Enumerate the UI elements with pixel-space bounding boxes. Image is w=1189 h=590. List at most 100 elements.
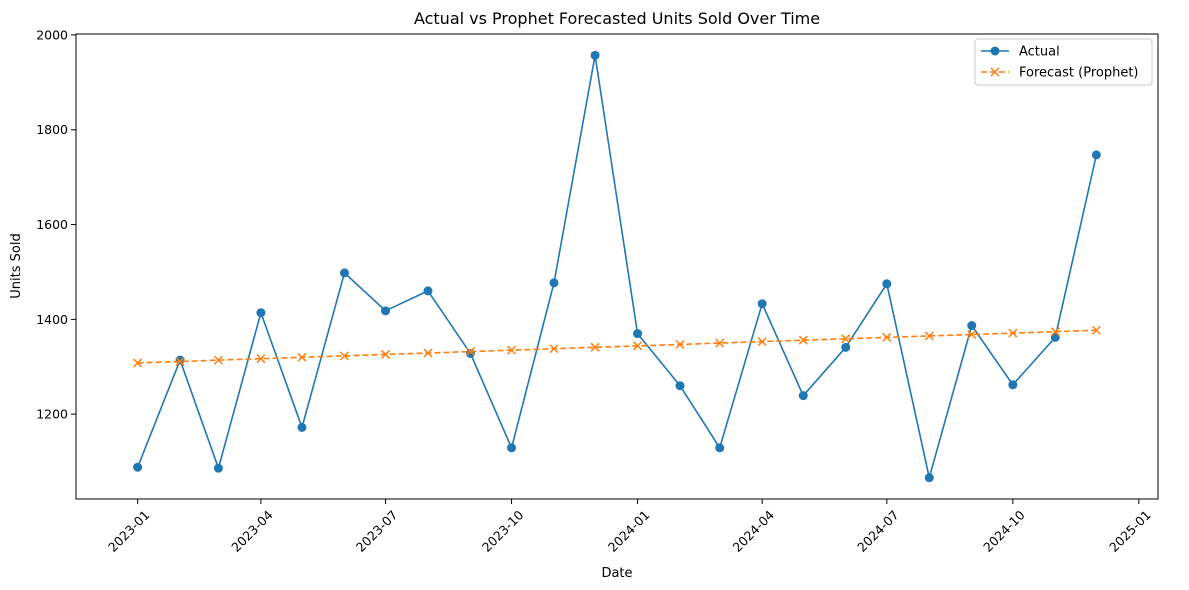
data-point xyxy=(381,349,391,359)
x-tick-label: 2024-01 xyxy=(605,507,653,555)
data-point xyxy=(675,381,685,391)
data-point xyxy=(297,422,307,432)
data-point xyxy=(675,339,685,350)
data-point-stroke xyxy=(924,331,934,341)
series-layer xyxy=(133,50,1101,483)
data-point xyxy=(213,463,223,473)
data-point xyxy=(633,341,643,351)
y-tick-label: 1200 xyxy=(36,407,68,422)
x-tick-label: 2023-04 xyxy=(228,507,276,555)
y-axis: 1200 1400 1600 1800 2000 xyxy=(36,27,76,422)
data-point xyxy=(339,268,349,278)
x-tick-label: 2023-07 xyxy=(353,507,401,555)
data-point-stroke xyxy=(1091,325,1101,335)
y-axis-label: Units Sold xyxy=(9,233,24,298)
data-point xyxy=(798,391,808,401)
legend-label: Actual xyxy=(1019,45,1060,60)
data-point xyxy=(882,332,892,342)
data-point-stroke xyxy=(798,335,808,345)
data-point xyxy=(715,338,725,348)
data-point xyxy=(967,321,977,331)
data-point-stroke xyxy=(133,358,143,368)
data-point xyxy=(423,286,433,296)
data-point xyxy=(1008,380,1018,390)
data-point xyxy=(757,299,767,309)
plot-area xyxy=(75,33,1159,500)
data-point-stroke xyxy=(381,349,391,359)
x-tick-label: 2023-01 xyxy=(105,507,153,555)
x-axis-label: Date xyxy=(601,566,632,581)
data-point xyxy=(423,348,433,358)
data-point-stroke xyxy=(339,351,349,361)
data-point-stroke xyxy=(507,345,517,355)
data-point xyxy=(549,278,559,288)
data-point xyxy=(924,473,934,483)
data-point xyxy=(297,352,307,362)
data-point xyxy=(590,342,600,352)
data-point xyxy=(1050,332,1060,342)
x-tick-label: 2025-01 xyxy=(1106,507,1154,555)
data-point xyxy=(213,355,223,365)
legend: Actual Forecast (Prophet) xyxy=(974,38,1153,86)
data-point xyxy=(757,337,767,347)
data-point-stroke xyxy=(256,354,266,364)
y-tick-label: 2000 xyxy=(36,27,68,42)
data-point-stroke xyxy=(423,348,433,358)
data-point xyxy=(633,329,643,339)
data-point xyxy=(1091,325,1101,335)
data-point-stroke xyxy=(967,329,977,340)
data-point-stroke xyxy=(715,338,725,348)
data-point-stroke xyxy=(841,334,851,344)
data-point xyxy=(175,357,185,367)
data-point-stroke xyxy=(590,342,600,352)
x-axis: 2023-01 2023-04 2023-07 2023-10 2024-01 2024-… xyxy=(105,499,1154,555)
data-point xyxy=(465,348,475,358)
data-point-stroke xyxy=(297,352,307,362)
data-point xyxy=(256,354,266,364)
data-point-stroke xyxy=(465,347,475,357)
data-point-stroke xyxy=(757,337,767,347)
y-tick-label: 1400 xyxy=(36,312,68,327)
legend-box xyxy=(974,38,1153,86)
data-point xyxy=(882,279,892,289)
data-point-stroke xyxy=(990,67,1000,77)
data-point xyxy=(133,358,143,368)
data-point xyxy=(133,462,143,472)
data-point-stroke xyxy=(633,341,643,351)
data-point xyxy=(990,67,1000,77)
data-point-stroke xyxy=(1008,328,1018,338)
data-point xyxy=(339,351,349,361)
data-point xyxy=(924,331,934,341)
data-point xyxy=(256,308,266,318)
data-point xyxy=(507,443,517,453)
data-point xyxy=(715,443,725,453)
data-point xyxy=(841,334,851,344)
data-point xyxy=(990,46,1000,56)
data-point-stroke xyxy=(549,344,559,354)
data-point xyxy=(967,329,977,340)
x-tick-label: 2024-04 xyxy=(730,507,778,555)
legend-label: Forecast (Prophet) xyxy=(1019,66,1139,81)
series-line xyxy=(137,329,1097,364)
y-tick-label: 1600 xyxy=(36,217,68,232)
data-point-stroke xyxy=(175,357,185,367)
data-point xyxy=(549,344,559,354)
data-point xyxy=(381,306,391,316)
series-line xyxy=(136,54,1098,479)
x-tick-label: 2023-10 xyxy=(479,507,527,555)
chart-title: Actual vs Prophet Forecasted Units Sold … xyxy=(414,9,820,28)
data-point xyxy=(1091,150,1101,160)
data-point xyxy=(175,355,185,365)
data-point xyxy=(1008,328,1018,338)
data-point xyxy=(841,342,851,352)
data-point-stroke xyxy=(675,339,685,350)
data-point xyxy=(465,347,475,357)
x-tick-label: 2024-10 xyxy=(980,507,1028,555)
data-point xyxy=(798,335,808,345)
data-point xyxy=(507,345,517,355)
y-tick-label: 1800 xyxy=(36,122,68,137)
data-point xyxy=(1050,327,1060,337)
data-point-stroke xyxy=(882,332,892,342)
x-tick-label: 2024-07 xyxy=(854,507,902,555)
